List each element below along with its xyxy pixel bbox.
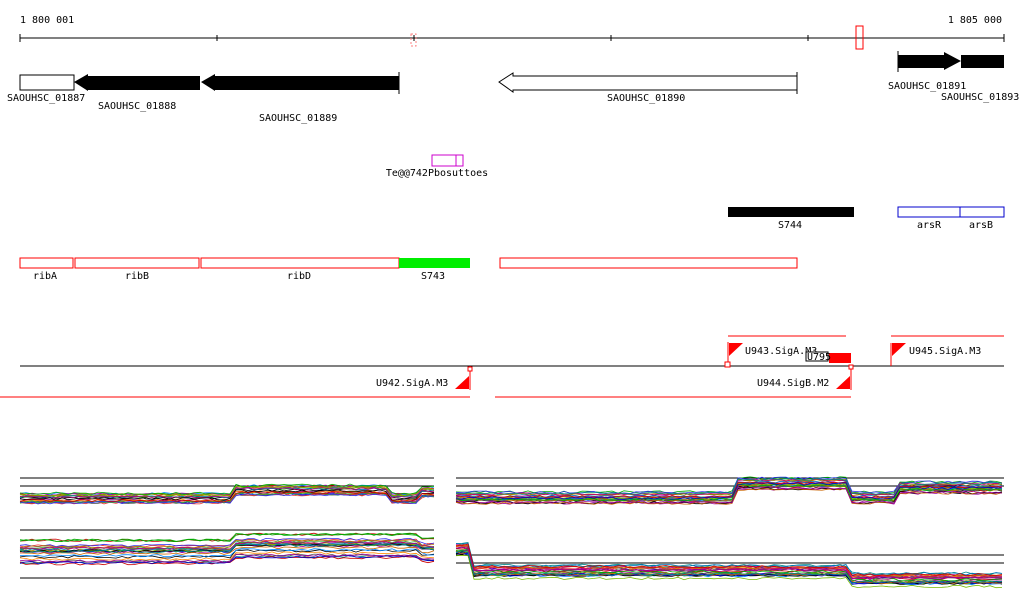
gene-label: SAOUHSC_01893	[941, 92, 1019, 103]
transcript-U944[interactable]: U944.SigB.M2	[495, 364, 854, 398]
misc-feature-label: Te@@742Pbosuttoes	[386, 168, 488, 179]
highlight-marker[interactable]	[855, 25, 864, 50]
expression-trace	[455, 484, 1003, 502]
expression-trace	[19, 493, 435, 505]
expression-trace	[19, 541, 435, 552]
gene-label: SAOUHSC_01887	[7, 93, 85, 104]
gene-SAOUHSC_01887[interactable]: SAOUHSC_01887	[7, 74, 85, 104]
expression-trace	[19, 485, 435, 497]
feature-ribB[interactable]: ribB	[74, 257, 200, 282]
expression-trace	[19, 487, 435, 499]
scale-end-label: 1 805 000	[948, 15, 1002, 26]
expression-trace	[19, 540, 435, 550]
expression-trace	[455, 484, 1003, 502]
misc-feature-track: Te@@742Pbosuttoes	[386, 154, 488, 179]
gene-SAOUHSC_01891[interactable]: SAOUHSC_01891	[888, 51, 966, 92]
expression-panel-top-right	[455, 476, 1004, 505]
gene-label: SAOUHSC_01888	[98, 101, 176, 112]
expression-trace	[455, 548, 1003, 582]
feature-arsR[interactable]: arsR	[897, 206, 961, 231]
expression-trace	[455, 552, 1003, 586]
feature-S743[interactable]: S743	[399, 258, 470, 282]
feature-label: ribA	[33, 271, 57, 282]
expression-trace	[20, 548, 435, 558]
expression-trace	[455, 478, 1003, 496]
expression-trace	[19, 546, 435, 556]
expression-trace	[19, 553, 435, 563]
expression-trace	[19, 543, 435, 554]
transcript-label: U945.SigA.M3	[909, 346, 981, 357]
expression-trace	[19, 491, 435, 503]
expression-trace	[19, 483, 435, 495]
gene-SAOUHSC_01888[interactable]: SAOUHSC_01888	[74, 74, 200, 112]
expression-trace	[455, 550, 1002, 584]
expression-trace	[19, 532, 435, 542]
expression-trace	[455, 546, 1003, 580]
transcript-label: U942.SigA.M3	[376, 378, 448, 389]
gene-label: SAOUHSC_01891	[888, 81, 966, 92]
expression-trace	[455, 476, 1003, 494]
expression-trace	[19, 489, 435, 501]
transcript-track: U943.SigA.M3 U945.SigA.M3 U795 U942.SigA…	[0, 335, 1004, 398]
feature-label: S744	[778, 220, 802, 231]
transcript-U945[interactable]: U945.SigA.M3	[890, 335, 1004, 366]
transcript-label: U943.SigA.M3	[745, 346, 817, 357]
expression-trace	[19, 555, 435, 565]
gene-SAOUHSC_01889[interactable]: SAOUHSC_01889	[201, 72, 400, 124]
viewport-marker[interactable]	[410, 33, 417, 47]
feature-arsB[interactable]: arsB	[959, 206, 1005, 231]
expression-trace	[455, 546, 1003, 580]
expression-trace	[455, 554, 1003, 589]
transcript-U943[interactable]: U943.SigA.M3	[724, 335, 846, 368]
expression-trace	[455, 482, 1003, 500]
feature-label: ribD	[287, 271, 311, 282]
gene-SAOUHSC_01893[interactable]: SAOUHSC_01893	[941, 55, 1019, 103]
expression-panel-bottom-right	[455, 541, 1004, 589]
feature-label: arsR	[917, 220, 942, 231]
expression-trace	[455, 543, 1003, 577]
feature-label: arsB	[969, 220, 993, 231]
transcript-label: U944.SigB.M2	[757, 378, 829, 389]
gene-label: SAOUHSC_01889	[259, 113, 337, 124]
feature-label: ribB	[125, 271, 149, 282]
expression-trace	[455, 481, 1003, 499]
misc-feature-box[interactable]	[455, 154, 464, 167]
expression-trace	[19, 537, 435, 548]
feature-ribA[interactable]: ribA	[19, 257, 74, 282]
expression-panel-top-left	[19, 477, 435, 505]
expression-panel-bottom-left	[19, 529, 435, 579]
gene-SAOUHSC_01890[interactable]: SAOUHSC_01890	[498, 72, 798, 104]
feature-ribD[interactable]: ribD	[200, 257, 400, 282]
misc-feature-box[interactable]	[431, 154, 457, 167]
expression-trace	[19, 551, 435, 561]
feature-unlabeled[interactable]	[499, 257, 798, 269]
transcript-U795[interactable]: U795	[805, 351, 851, 363]
expression-trace	[455, 551, 1002, 585]
expression-trace	[19, 540, 435, 550]
transcript-U942[interactable]: U942.SigA.M3	[0, 366, 473, 398]
gene-label: SAOUHSC_01890	[607, 93, 685, 104]
feature-S744[interactable]: S744	[728, 207, 854, 231]
gene-track: SAOUHSC_01887 SAOUHSC_01888 SAOUHSC_0188…	[7, 51, 1019, 124]
feature-label: S743	[421, 271, 445, 282]
scale-start-label: 1 800 001	[20, 15, 74, 26]
expression-trace	[19, 539, 435, 549]
transcript-label: U795	[807, 352, 831, 363]
scale-ruler: 1 800 001 1 805 000	[19, 15, 1005, 50]
feature-row-3: ribA ribB ribD S743	[19, 257, 798, 282]
expression-trace	[455, 543, 1003, 577]
feature-row-2: S744 arsR arsB	[728, 206, 1005, 231]
expression-trace	[455, 486, 1003, 504]
expression-trace	[455, 477, 1003, 496]
